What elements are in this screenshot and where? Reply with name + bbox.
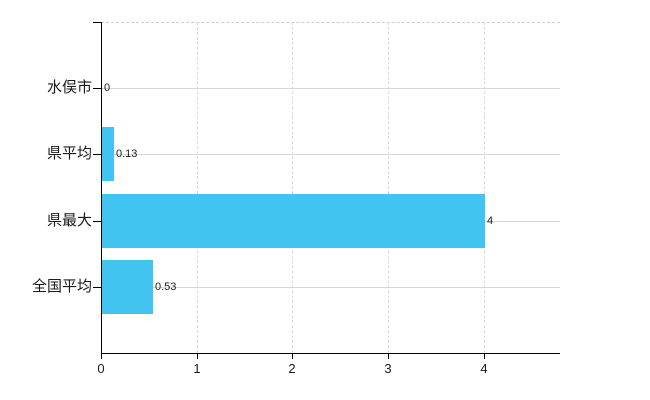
bar-value-label: 0.53 [155,281,177,293]
x-axis-line [101,353,560,354]
x-axis-tick [484,354,485,359]
x-tick-label: 2 [288,361,296,376]
bar [102,194,485,248]
x-axis-tick [292,354,293,359]
x-tick-label: 3 [384,361,392,376]
v-gridline [292,22,293,353]
x-tick-label: 4 [480,361,488,376]
x-tick-label: 0 [97,361,105,376]
bar-value-label: 4 [487,215,494,227]
x-axis-tick [388,354,389,359]
y-axis-label: 水俣市 [46,79,92,96]
y-axis-top-tick [93,22,101,23]
h-gridline [101,287,560,288]
y-axis-tick [93,287,101,288]
x-axis-tick [101,354,102,359]
v-gridline [197,22,198,353]
v-gridline [388,22,389,353]
bar [102,127,114,181]
v-gridline [484,22,485,353]
y-axis-line [101,22,102,353]
bar [102,260,153,314]
y-axis-label: 県平均 [46,145,92,162]
y-axis-tick [93,221,101,222]
bar-value-label: 0.13 [116,148,138,160]
y-axis-tick [93,88,101,89]
h-gridline [101,154,560,155]
plot-top-border [101,22,560,23]
y-axis-tick [93,154,101,155]
h-gridline [101,88,560,89]
x-tick-label: 1 [193,361,201,376]
y-axis-label: 県最大 [46,212,92,229]
y-axis-label: 全国平均 [31,278,92,295]
x-axis-tick [197,354,198,359]
bar-value-label: 0 [104,82,111,94]
